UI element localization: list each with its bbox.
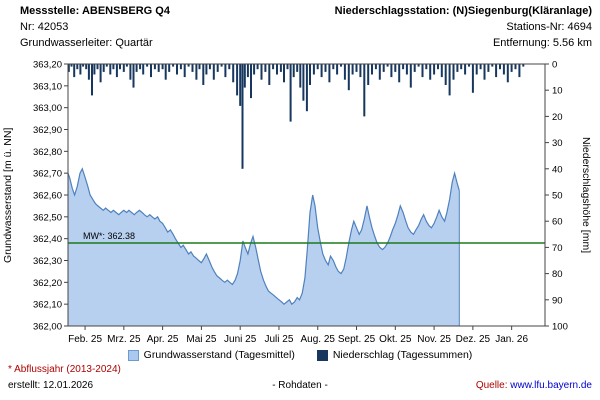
rohdaten-label: - Rohdaten - [272,380,328,391]
legend-item-groundwater: Grundwasserstand (Tagesmittel) [127,349,295,361]
source: Quelle: www.lfu.bayern.de [476,380,592,391]
y-right-tick-label: 70 [552,243,563,254]
y-left-tick-label: 362,90 [33,125,62,136]
y-right-tick-label: 80 [552,269,563,280]
y-left-tick-label: 362,50 [33,212,62,223]
y-right-tick-label: 90 [552,295,563,306]
y-axis-left-title: Grundwasserstand [m ü. NN] [2,127,14,263]
precipitation-swatch-icon [316,349,328,361]
distance-label: Entfernung: 5.56 km [492,37,592,49]
y-right-tick-label: 40 [552,164,563,175]
legend: Grundwasserstand (Tagesmittel) Niedersch… [0,349,600,361]
y-left-tick-label: 363,00 [33,103,62,114]
x-tick-label: Jan. 26 [495,334,528,345]
axes: 363,20 363,10 363,00 362,90 362,80 362,70 362,… [33,60,568,346]
precipitation-bars-series [67,64,525,169]
y-right-tick-label: 60 [552,217,563,228]
precip-station-number: Stations-Nr: 4694 [506,21,592,33]
y-left-tick-label: 362,00 [33,322,62,333]
source-link[interactable]: www.lfu.bayern.de [510,380,592,391]
legend-item-precipitation: Niederschlag (Tagessummen) [316,349,473,361]
y-right-tick-label: 100 [552,322,568,333]
x-tick-label: Sept. 25 [338,334,376,345]
source-label: Quelle: [475,380,508,391]
precip-station-title: Niederschlagsstation: (N)Siegenburg(Klär… [334,5,592,17]
y-left-tick-label: 363,20 [33,60,62,71]
y-left-tick-label: 362,30 [33,256,62,267]
y-axis-right-title: Niederschlagshöhe [mm] [580,136,592,254]
mean-line-label: MW*: 362.38 [83,231,135,241]
x-tick-label: Okt. 25 [379,334,412,345]
y-right-tick-label: 20 [552,112,563,123]
y-left-tick-label: 363,10 [33,81,62,92]
legend-label-groundwater: Grundwasserstand (Tagesmittel) [143,349,295,361]
groundwater-swatch-icon [127,349,139,361]
header-right: Niederschlagsstation: (N)Siegenburg(Klär… [335,3,592,51]
x-tick-label: Mai 25 [186,334,216,345]
y-left-tick-label: 362,80 [33,147,62,158]
y-right-tick-label: 0 [552,60,557,71]
y-right-tick-label: 50 [552,191,563,202]
legend-label-precipitation: Niederschlag (Tagessummen) [332,349,473,361]
x-tick-label: Aug. 25 [301,334,336,345]
header-left: Messstelle: ABENSBERG Q4 Nr: 42053 Grund… [20,3,170,51]
station-title: Messstelle: ABENSBERG Q4 [20,5,170,17]
y-right-tick-label: 30 [552,138,563,149]
x-tick-label: Feb. 25 [68,334,102,345]
y-right-tick-label: 10 [552,86,563,97]
x-tick-label: Juni 25 [224,334,257,345]
y-left-tick-label: 362,20 [33,278,62,289]
mean-line: MW*: 362.38 [68,231,545,244]
aquifer-label: Grundwasserleiter: Quartär [20,37,153,49]
x-tick-label: Juli 25 [265,334,294,345]
created-date: erstellt: 12.01.2026 [8,380,94,391]
station-number: Nr: 42053 [20,21,69,33]
chart-canvas: MW*: 362.38 363,20 363,10 363,00 362,90 362,8… [33,60,568,346]
x-tick-label: Dez. 25 [456,334,491,345]
x-tick-label: Apr. 25 [147,334,179,345]
footnote-abflussjahr: * Abflussjahr (2013-2024) [8,364,121,375]
y-left-tick-label: 362,10 [33,300,62,311]
y-left-tick-label: 362,60 [33,191,62,202]
y-left-tick-label: 362,40 [33,234,62,245]
x-tick-label: Mrz. 25 [107,334,141,345]
groundwater-area-series [67,167,460,326]
x-tick-label: Nov. 25 [417,334,451,345]
y-left-tick-label: 362,70 [33,169,62,180]
